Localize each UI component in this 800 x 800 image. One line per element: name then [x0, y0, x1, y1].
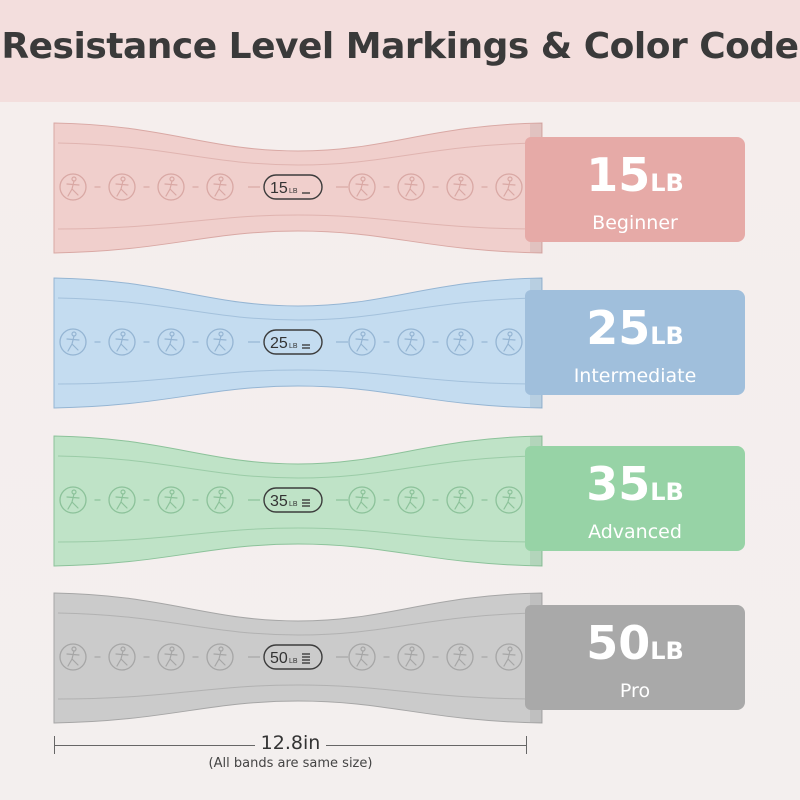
- resistance-value: 50LB: [525, 617, 745, 680]
- exercise-figure-8-icon: [495, 328, 523, 356]
- resistance-number: 50: [586, 616, 651, 670]
- band-body: [53, 277, 543, 409]
- resistance-unit: LB: [650, 169, 684, 197]
- resistance-unit: LB: [650, 637, 684, 665]
- resistance-band: 35 LB: [53, 435, 543, 567]
- exercise-figure-7-icon: [446, 643, 474, 671]
- length-value: 12.8in: [254, 732, 327, 754]
- measure-tick-left: [54, 736, 55, 754]
- exercise-figure-5-icon: [348, 643, 376, 671]
- resistance-band: 25 LB: [53, 277, 543, 409]
- capsule-weight-unit: LB: [289, 501, 298, 508]
- level-name: Beginner: [592, 212, 678, 234]
- exercise-figure-4-icon: [206, 173, 234, 201]
- exercise-figure-4-icon: [206, 486, 234, 514]
- band-row: 50 LB: [0, 585, 800, 735]
- exercise-figure-3-icon: [157, 643, 185, 671]
- exercise-figure-6-icon: [397, 486, 425, 514]
- resistance-value: 25LB: [525, 302, 745, 365]
- resistance-value: 35LB: [525, 458, 745, 521]
- level-name: Advanced: [588, 521, 682, 543]
- capsule-weight-unit: LB: [289, 188, 298, 195]
- resistance-unit: LB: [650, 478, 684, 506]
- exercise-figure-2-icon: [108, 328, 136, 356]
- band-emboss-line: [57, 455, 539, 479]
- resistance-tag: 25LB Intermediate: [525, 290, 745, 395]
- exercise-figure-2-icon: [108, 173, 136, 201]
- weight-label-capsule: [263, 644, 323, 670]
- capsule-weight-value: 35: [270, 493, 288, 510]
- exercise-figure-1-icon: [59, 486, 87, 514]
- resistance-unit: LB: [650, 322, 684, 350]
- band-emboss-line: [57, 369, 539, 385]
- exercise-figure-8-icon: [495, 643, 523, 671]
- band-body: [53, 592, 543, 724]
- exercise-figure-3-icon: [157, 486, 185, 514]
- resistance-band: 15 LB: [53, 122, 543, 254]
- exercise-figure-6-icon: [397, 643, 425, 671]
- resistance-number: 15: [586, 148, 651, 202]
- exercise-figure-7-icon: [446, 486, 474, 514]
- exercise-figure-5-icon: [348, 173, 376, 201]
- capsule-weight-unit: LB: [289, 343, 298, 350]
- resistance-band: 50 LB: [53, 592, 543, 724]
- capsule-weight-unit: LB: [289, 658, 298, 665]
- exercise-figure-8-icon: [495, 486, 523, 514]
- band-body: [53, 122, 543, 254]
- exercise-figure-1-icon: [59, 643, 87, 671]
- exercise-figure-4-icon: [206, 643, 234, 671]
- resistance-value: 15LB: [525, 149, 745, 212]
- band-emboss-line: [57, 612, 539, 636]
- resistance-tag: 15LB Beginner: [525, 137, 745, 242]
- exercise-figure-2-icon: [108, 486, 136, 514]
- exercise-figure-5-icon: [348, 486, 376, 514]
- exercise-figure-8-icon: [495, 173, 523, 201]
- exercise-figure-7-icon: [446, 328, 474, 356]
- weight-label-capsule: [263, 329, 323, 355]
- band-row: 35 LB: [0, 428, 800, 578]
- resistance-tag: 50LB Pro: [525, 605, 745, 710]
- resistance-number: 35: [586, 457, 651, 511]
- resistance-tag: 35LB Advanced: [525, 446, 745, 551]
- band-body: [53, 435, 543, 567]
- band-emboss-line: [57, 684, 539, 700]
- weight-label-capsule: [263, 174, 323, 200]
- size-note: (All bands are same size): [208, 756, 373, 771]
- capsule-weight-value: 25: [270, 335, 288, 352]
- exercise-figure-3-icon: [157, 328, 185, 356]
- exercise-figure-7-icon: [446, 173, 474, 201]
- exercise-figure-6-icon: [397, 173, 425, 201]
- length-measurement: 12.8in: [48, 730, 533, 760]
- exercise-figure-5-icon: [348, 328, 376, 356]
- capsule-weight-value: 15: [270, 180, 288, 197]
- level-name: Pro: [619, 680, 651, 702]
- measure-tick-right: [526, 736, 527, 754]
- band-emboss-line: [57, 297, 539, 321]
- resistance-number: 25: [586, 301, 651, 355]
- exercise-figure-2-icon: [108, 643, 136, 671]
- exercise-figure-3-icon: [157, 173, 185, 201]
- band-emboss-line: [57, 214, 539, 230]
- band-emboss-line: [57, 527, 539, 543]
- exercise-figure-1-icon: [59, 173, 87, 201]
- level-name: Intermediate: [573, 365, 697, 387]
- header-banner: [0, 0, 800, 102]
- exercise-figure-1-icon: [59, 328, 87, 356]
- weight-label-capsule: [263, 487, 323, 513]
- capsule-weight-value: 50: [270, 650, 288, 667]
- page-title: Resistance Level Markings & Color Code: [1, 26, 799, 67]
- exercise-figure-4-icon: [206, 328, 234, 356]
- exercise-figure-6-icon: [397, 328, 425, 356]
- band-emboss-line: [57, 142, 539, 166]
